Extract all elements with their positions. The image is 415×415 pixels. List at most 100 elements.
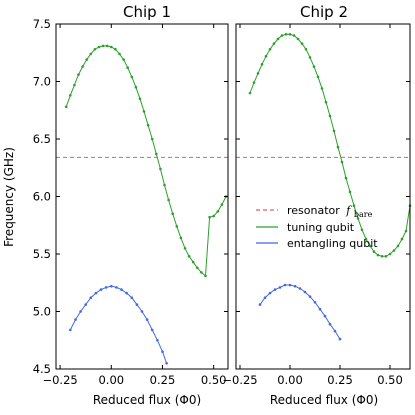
chip-1-x-tick-label: 0.25 [150, 373, 176, 387]
chip-1-tuning-qubit-point [85, 58, 88, 61]
chip-2-tuning-qubit-point [400, 237, 404, 241]
chip-2-x-axis-label-text: Reduced flux (Φ0) [270, 393, 378, 407]
chip-2-x-tick-label: 0.50 [377, 373, 403, 387]
chip-2-entangling-qubit-point [258, 303, 262, 306]
chip-1-tuning-qubit-line [65, 45, 227, 277]
chip-2-tuning-qubit-point [300, 42, 304, 45]
chip-1-entangling-qubit-point [74, 318, 77, 321]
chip-2-tuning-qubit-point [252, 81, 256, 84]
chip-1-tuning-qubit-point [146, 123, 150, 127]
chip-1-tuning-qubit-point [122, 58, 125, 61]
chip-2-tuning-qubit-point [356, 217, 360, 220]
chip-2-x-tick-label: −0.25 [222, 373, 257, 387]
chip-1-tuning-qubit-point [93, 48, 97, 51]
chip-2-entangling-qubit-point [338, 337, 342, 341]
chip-2-entangling-qubit-point [273, 288, 277, 291]
chart-title-chip-2: Chip 2 [300, 3, 348, 21]
chip-2-x-tick-label: 0.00 [277, 373, 303, 387]
legend-label-resonator: resonator f bare [287, 204, 373, 219]
chip-2-entangling-qubit-point [283, 283, 287, 287]
chip-1-tuning-qubit-point [208, 215, 211, 219]
chip-1-entangling-qubit-point [104, 286, 108, 289]
panel-chip-1: Chip 1 −0.25 0.00 0.25 0.50 4.5 5.0 5.5 6.0 6.5… [2, 3, 229, 407]
chip-1-y-ticks: 4.5 5.0 5.5 6.0 6.5 7.0 7.5 [33, 17, 51, 376]
chip-2-entangling-qubit-point [313, 301, 317, 304]
chip-2-axes-frame [235, 23, 411, 370]
chip-2-entangling-qubit-point [298, 287, 302, 290]
chip-2-tuning-qubit-point [372, 250, 376, 253]
chip-2-tuning-qubit-point [296, 37, 300, 41]
chip-2-tuning-qubit-point [392, 249, 396, 252]
chip-2-entangling-qubit-point [293, 284, 297, 288]
chip-1-tuning-qubit-point [73, 83, 76, 87]
chip-1-tuning-qubit-point [118, 52, 121, 56]
chip-2-entangling-qubit-point [323, 314, 327, 318]
chip-1-entangling-qubit-point [156, 339, 159, 342]
chip-2-tuning-qubit-point [312, 65, 316, 68]
chip-1-tuning-qubit-point [105, 44, 109, 48]
chip-2-tuning-qubit-point [328, 114, 332, 118]
panel-chip-2: Chip 2 −0.25 0.00 0.25 0.50 Reduced flux (Φ… [222, 3, 412, 407]
chip-2-tuning-qubit-point [292, 34, 296, 37]
chip-2-tuning-qubit-point [260, 63, 264, 66]
chip-1-tuning-qubit-point [69, 94, 72, 97]
chip-1-axes-frame [55, 23, 229, 370]
chip-1-x-axis-label: Reduced flux (Φ0) [93, 393, 201, 407]
chip-2-entangling-qubit-point [333, 329, 337, 333]
chip-1-entangling-qubit-point [150, 328, 154, 332]
chip-1-entangling-qubit-point [135, 303, 139, 306]
chip-1-tuning-qubit-point [191, 260, 195, 264]
chip-1-entangling-qubit-point [89, 296, 93, 300]
chip-2-entangling-qubit-point [268, 291, 272, 295]
legend-label-resonator-text: resonator [287, 204, 340, 217]
chip-1-entangling-qubit-point [84, 303, 87, 306]
chip-1-tuning-qubit-point [130, 75, 134, 79]
chip-1-tuning-qubit-point [183, 247, 187, 250]
chip-2-tuning-qubit-point [304, 48, 308, 51]
chip-1-entangling-qubit-point [140, 310, 144, 313]
chip-2-plot-area [236, 23, 412, 370]
chip-2-tuning-qubit-point [404, 229, 408, 233]
chip-1-tuning-qubit-point [204, 274, 207, 278]
chip-1-entangling-qubit-point [79, 310, 82, 313]
chip-2-entangling-qubit-point [303, 290, 307, 294]
chip-2-tuning-qubit-point [264, 54, 268, 58]
chip-2-tuning-qubit-point [284, 33, 288, 36]
chip-1-tuning-qubit-point [220, 203, 224, 206]
chip-2-tuning-qubit-point [344, 176, 348, 180]
chip-2-tuning-qubit-point [332, 129, 336, 133]
chip-2-x-ticks: −0.25 0.00 0.25 0.50 [222, 24, 403, 387]
chart-title-chip-1: Chip 1 [123, 3, 171, 21]
chip-2-tuning-qubit-point [368, 244, 372, 248]
chip-1-tuning-qubit-point [134, 85, 138, 89]
chip-1-entangling-qubit-point [165, 362, 168, 365]
chip-1-y-tick-label: 6.5 [33, 132, 51, 146]
chip-2-entangling-qubit-point [288, 283, 292, 287]
chip-2-tuning-qubit-point [268, 48, 272, 51]
chip-1-tuning-qubit-point [64, 105, 68, 109]
chip-1-tuning-qubit-point [187, 254, 191, 258]
chip-1-tuning-qubit-point [77, 73, 80, 76]
chip-1-x-axis-label-text: Reduced flux (Φ0) [93, 393, 201, 407]
chip-2-entangling-qubit-point [278, 286, 282, 289]
chip-1-tuning-qubit-point [200, 271, 203, 274]
chip-1-x-tick-label: −0.25 [42, 373, 77, 387]
chip-1-tuning-qubit-point [81, 65, 84, 68]
chip-1-tuning-qubit-point [142, 110, 146, 113]
y-axis-label: Frequency (GHz) [2, 147, 16, 247]
chip-1-entangling-qubit-point [115, 286, 118, 289]
chip-1-entangling-qubit-line [69, 285, 168, 364]
chip-2-tuning-qubit-point [248, 91, 252, 95]
chip-2-tuning-qubit-point [336, 145, 340, 149]
chip-1-y-tick-label: 7.0 [33, 75, 51, 89]
chip-1-tuning-qubit-point [101, 44, 105, 48]
chip-1-x-ticks: −0.25 0.00 0.25 0.50 [42, 24, 226, 387]
chip-2-tuning-qubit-point [360, 228, 364, 232]
chip-1-tuning-qubit-point [97, 45, 101, 49]
chip-2-tuning-qubit-point [364, 237, 368, 241]
chip-2-tuning-qubit-point [280, 34, 284, 37]
legend-label-resonator-f: f [345, 204, 352, 217]
chip-1-tuning-qubit-point [126, 66, 129, 69]
chip-2-entangling-qubit-point [263, 296, 267, 300]
